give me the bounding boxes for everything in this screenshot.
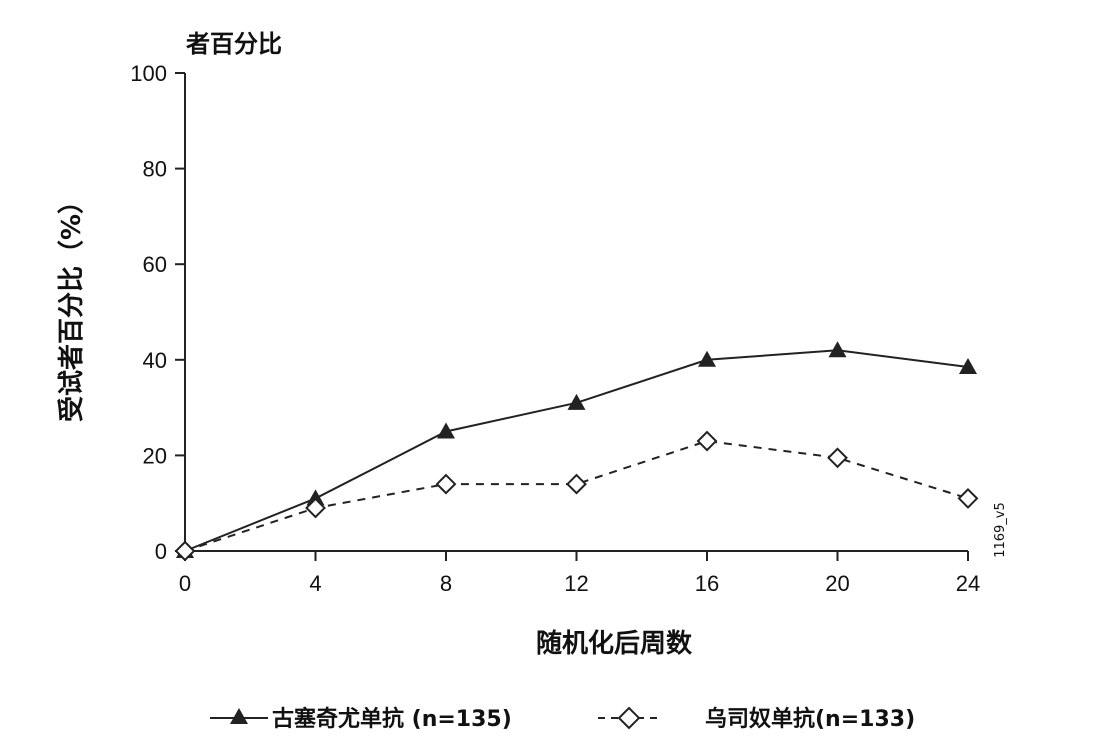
data-point-diamond	[957, 488, 979, 509]
legend-label-ustekinumab: 乌司奴单抗(n=133)	[705, 706, 915, 732]
data-point-triangle	[437, 422, 455, 439]
y-axis-label: 受试者百分比（%）	[56, 188, 87, 422]
x-tick-label: 8	[440, 571, 452, 596]
legend: 古塞奇尤单抗 (n=135) 乌司奴单抗(n=133)	[210, 706, 915, 732]
y-tick-label: 0	[155, 539, 167, 564]
data-point-diamond	[435, 473, 457, 495]
legend-item-ustekinumab: 乌司奴单抗(n=133)	[598, 706, 915, 732]
x-tick-label: 4	[309, 571, 321, 596]
legend-marker-diamond	[617, 706, 641, 730]
data-point-triangle	[698, 350, 716, 367]
chart-title: 者百分比	[186, 30, 282, 58]
x-tick-label: 24	[956, 571, 980, 596]
data-point-triangle	[828, 341, 847, 358]
data-point-triangle	[959, 357, 977, 374]
data-point-diamond	[827, 447, 848, 469]
data-point-diamond	[305, 497, 326, 519]
data-point-triangle	[567, 393, 586, 410]
x-axis-label: 随机化后周数	[536, 628, 693, 659]
data-point-diamond	[174, 540, 196, 562]
series-line-1	[184, 440, 969, 552]
x-tick-label: 12	[564, 571, 588, 596]
legend-item-guselkumab: 古塞奇尤单抗 (n=135)	[210, 706, 512, 732]
figure-code: 1169_v5	[993, 502, 1008, 558]
x-tick-label: 20	[825, 571, 849, 596]
series-line-0	[184, 349, 969, 552]
y-tick-label: 80	[143, 157, 167, 182]
y-tick-label: 60	[143, 252, 167, 277]
legend-label-guselkumab: 古塞奇尤单抗 (n=135)	[272, 706, 512, 732]
y-tick-label: 40	[143, 348, 167, 373]
series-layer	[174, 341, 979, 562]
data-point-diamond	[566, 473, 587, 495]
y-tick-label: 100	[130, 61, 167, 86]
y-ticks: 0 20 40 60 80 100	[130, 61, 185, 564]
x-tick-label: 16	[695, 571, 719, 596]
data-point-diamond	[696, 430, 718, 452]
legend-marker-triangle	[230, 708, 248, 724]
x-tick-label: 0	[179, 571, 191, 596]
data-point-triangle	[306, 489, 325, 506]
x-ticks: 0 4 8 12 16 20 24	[179, 551, 980, 596]
y-tick-label: 20	[143, 443, 167, 468]
